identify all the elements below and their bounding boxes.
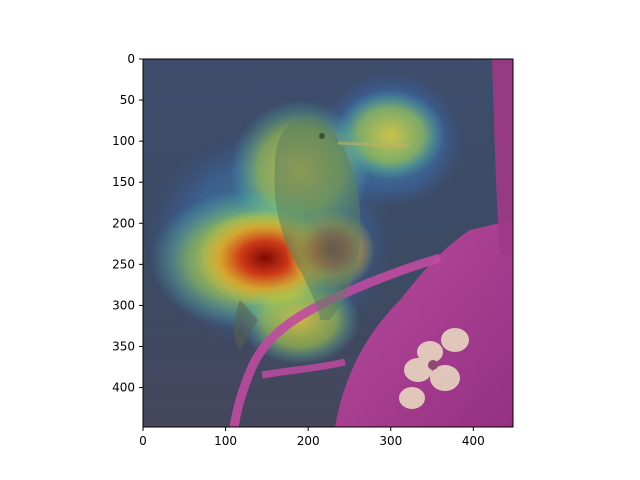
y-tick-label: 300 [112, 298, 135, 312]
y-tick-label: 0 [127, 52, 135, 66]
feeder-flower [399, 328, 469, 409]
axes-frame [142, 58, 514, 428]
x-tick-label: 100 [214, 434, 237, 448]
x-axis: 0 100 200 300 400 [139, 427, 485, 448]
y-tick-label: 350 [112, 340, 135, 354]
x-tick-label: 200 [297, 434, 320, 448]
y-tick-label: 50 [120, 93, 135, 107]
heatmap-image [143, 59, 513, 427]
y-tick-label: 400 [112, 381, 135, 395]
x-tick-label: 300 [379, 434, 402, 448]
y-tick-label: 250 [112, 257, 135, 271]
y-axis: 0 50 100 150 200 250 300 350 400 [112, 52, 143, 395]
y-tick-label: 200 [112, 216, 135, 230]
bird-silhouette [234, 118, 411, 350]
y-tick-label: 150 [112, 175, 135, 189]
y-tick-label: 100 [112, 134, 135, 148]
x-tick-label: 400 [462, 434, 485, 448]
x-tick-label: 0 [139, 434, 147, 448]
